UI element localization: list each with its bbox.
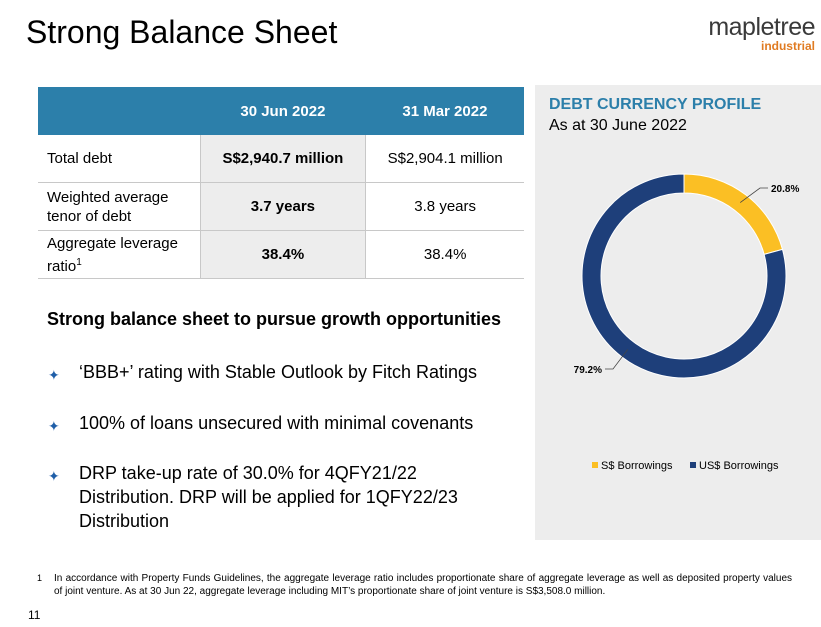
section-subheading: Strong balance sheet to pursue growth op… (47, 309, 502, 329)
debt-currency-panel: DEBT CURRENCY PROFILE As at 30 June 2022… (535, 85, 821, 540)
data-label: 20.8% (771, 184, 799, 195)
page-number: 11 (28, 608, 41, 622)
table-header-current: 30 Jun 2022 (200, 87, 366, 135)
company-logo: mapletree industrial (708, 14, 815, 53)
table-header-previous: 31 Mar 2022 (365, 87, 524, 135)
row-current-value: S$2,940.7 million (199, 135, 367, 183)
page-title: Strong Balance Sheet (26, 14, 338, 50)
bullet-text: 100% of loans unsecured with minimal cov… (79, 413, 474, 433)
donut-chart: 20.8% 79.2% S$ Borrowings US$ Borrowings (574, 173, 799, 472)
table-header-blank (38, 87, 200, 135)
row-label-text: Total debt (47, 150, 113, 167)
logo-sub: industrial (760, 39, 815, 53)
panel-title: DEBT CURRENCY PROFILE (549, 96, 762, 113)
row-current-value: 3.7 years (199, 182, 367, 231)
leader-line (739, 187, 768, 203)
row-label: Weighted average tenor of debt (38, 182, 200, 231)
legend-swatch (690, 462, 696, 468)
row-previous-value: S$2,904.1 million (365, 135, 524, 183)
bullet-text: DRP take-up rate of 30.0% for 4QFY21/22 … (79, 463, 458, 531)
donut-slice-sgd (683, 173, 784, 255)
footnote-number: 1 (37, 573, 43, 583)
legend-label: US$ Borrowings (699, 460, 779, 472)
table-row: Aggregate leverage ratio1 38.4% 38.4% (38, 230, 524, 279)
leader-line (605, 349, 629, 370)
row-previous-value: 38.4% (365, 230, 524, 279)
table-row: Weighted average tenor of debt 3.7 years… (38, 182, 524, 231)
table-row: Total debt S$2,940.7 million S$2,904.1 m… (38, 135, 524, 183)
footnote-text: In accordance with Property Funds Guidel… (54, 573, 792, 597)
row-label-text: Weighted average tenor of debt (47, 188, 169, 225)
legend-swatch (592, 462, 598, 468)
data-label: 79.2% (574, 365, 602, 376)
logo-name: mapletree (708, 13, 815, 41)
donut-slice-usd (581, 173, 787, 379)
four-point-star-icon: ✦ (48, 367, 60, 383)
row-current-value: 38.4% (199, 230, 367, 279)
panel-subtitle: As at 30 June 2022 (549, 117, 687, 134)
row-label-text: Aggregate leverage ratio (47, 234, 178, 275)
table-header-row: 30 Jun 2022 31 Mar 2022 (38, 87, 524, 135)
four-point-star-icon: ✦ (48, 468, 60, 484)
row-previous-value: 3.8 years (365, 182, 524, 231)
debt-metrics-table: 30 Jun 2022 31 Mar 2022 Total debt S$2,9… (38, 87, 524, 279)
bullet-text: ‘BBB+’ rating with Stable Outlook by Fit… (79, 362, 478, 382)
row-label: Aggregate leverage ratio1 (38, 230, 200, 279)
four-point-star-icon: ✦ (48, 418, 60, 434)
footnote-ref: 1 (76, 256, 82, 268)
legend-label: S$ Borrowings (601, 460, 673, 472)
row-label: Total debt (38, 135, 200, 183)
